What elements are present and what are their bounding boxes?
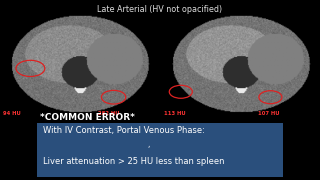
Bar — [2, 6, 157, 121]
Text: 282 HU: 282 HU — [98, 111, 119, 116]
FancyBboxPatch shape — [37, 123, 283, 177]
Text: *COMMON ERROR*: *COMMON ERROR* — [40, 113, 135, 122]
Text: With IV Contrast, Portal Venous Phase:: With IV Contrast, Portal Venous Phase: — [43, 126, 205, 135]
Text: Late Arterial (HV not opacified): Late Arterial (HV not opacified) — [97, 4, 223, 14]
Text: 113 HU: 113 HU — [164, 111, 186, 116]
Bar — [163, 6, 318, 121]
Text: 107 HU: 107 HU — [258, 111, 279, 116]
Text: 94 HU: 94 HU — [3, 111, 21, 116]
Text: ,: , — [147, 140, 149, 149]
Text: Liver attenuation > 25 HU less than spleen: Liver attenuation > 25 HU less than sple… — [43, 157, 225, 166]
